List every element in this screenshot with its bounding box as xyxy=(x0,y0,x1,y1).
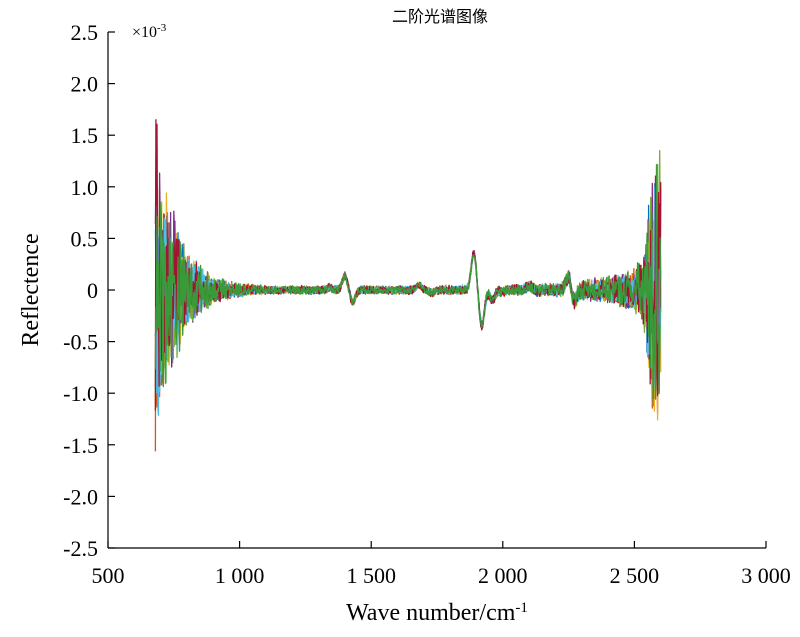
spectrum-series-line xyxy=(154,156,662,452)
y-tick-label: 1.0 xyxy=(71,175,99,200)
y-tick-label: -2.0 xyxy=(63,484,98,509)
y-tick-label: -1.0 xyxy=(63,381,98,406)
y-tick-label: 2.0 xyxy=(71,72,99,97)
x-axis-title-text: Wave number/cm xyxy=(346,600,516,626)
y-tick-label: -2.5 xyxy=(63,536,98,561)
series-layer xyxy=(154,119,662,452)
chart-title: 二阶光谱图像 xyxy=(392,7,488,26)
x-axis-title-superscript: -1 xyxy=(515,600,528,616)
x-tick-label: 2 000 xyxy=(478,563,528,588)
x-tick-label: 3 000 xyxy=(741,563,791,588)
y-axis-multiplier-exponent: -3 xyxy=(157,22,167,34)
x-axis-title: Wave number/cm-1 xyxy=(346,600,528,626)
y-tick-label: -0.5 xyxy=(63,330,98,355)
y-tick-label: 0.5 xyxy=(71,226,99,251)
x-tick-label: 2 500 xyxy=(610,563,660,588)
spectrum-series-line xyxy=(154,170,662,375)
x-tick-label: 500 xyxy=(92,563,125,588)
y-axis-ticks: 2.5 2.0 1.5 1.0 0.5 0 -0.5 -1.0 -1.5 -2.0 -2.5 xyxy=(63,20,115,561)
y-axis-multiplier: ×10-3 xyxy=(132,22,167,41)
y-tick-label: 1.5 xyxy=(71,123,99,148)
x-tick-label: 1 000 xyxy=(215,563,265,588)
y-axis-multiplier-base: ×10 xyxy=(132,24,157,41)
y-axis-title: Reflectence xyxy=(18,233,44,346)
spectrum-series-line xyxy=(154,164,662,400)
x-axis-ticks: 500 1 000 1 500 2 000 2 500 3 000 xyxy=(92,541,791,588)
y-tick-label: -1.5 xyxy=(63,433,98,458)
spectrum-series-line xyxy=(154,119,662,411)
spectrum-series-line xyxy=(154,149,662,407)
y-tick-label: 0 xyxy=(87,278,98,303)
y-tick-label: 2.5 xyxy=(71,20,99,45)
x-tick-label: 1 500 xyxy=(346,563,396,588)
